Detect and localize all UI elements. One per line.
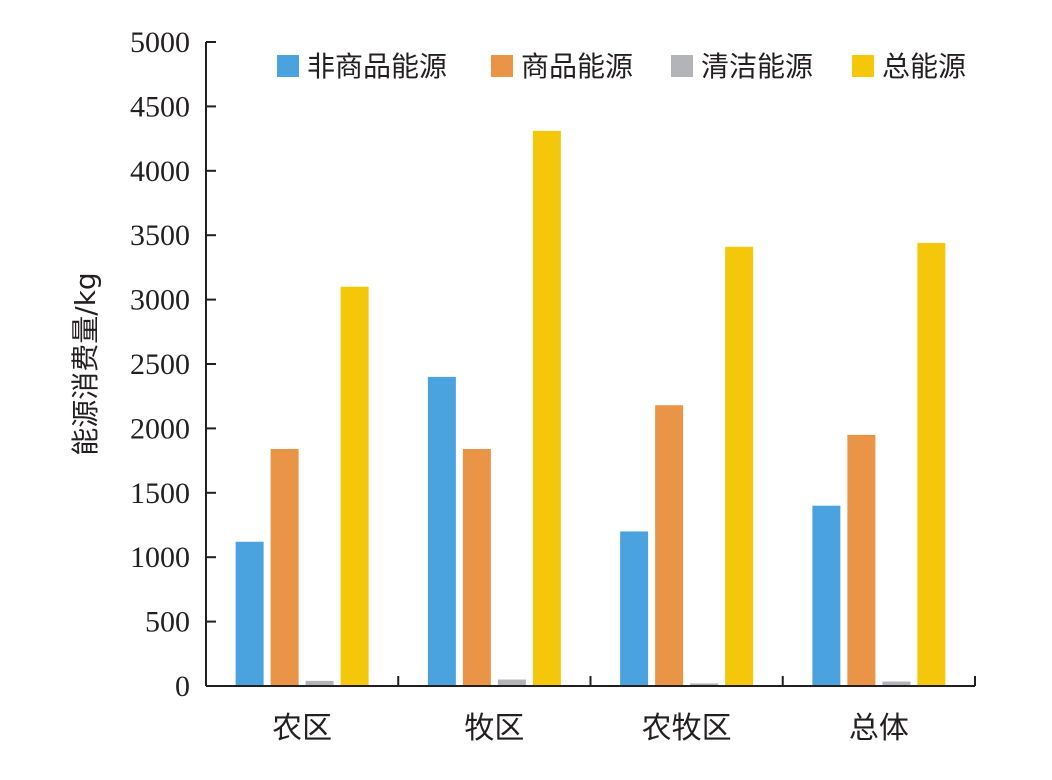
y-tick-label: 4000	[130, 155, 190, 188]
y-tick-label: 2000	[130, 412, 190, 445]
bar	[497, 679, 526, 686]
bar	[655, 405, 684, 686]
legend-swatch	[277, 55, 299, 77]
legend-label: 非商品能源	[307, 50, 447, 83]
y-tick-label: 5000	[130, 26, 190, 59]
y-tick-label: 4500	[130, 90, 190, 123]
x-category-label: 农区	[272, 711, 332, 746]
y-tick-label: 0	[175, 670, 190, 703]
bar	[532, 130, 561, 686]
bar	[270, 449, 299, 686]
bars	[235, 130, 946, 687]
y-axis-title: 能源消费量/kg	[69, 272, 102, 455]
x-category-label: 牧区	[464, 711, 524, 746]
legend-label: 商品能源	[521, 50, 633, 83]
x-category-label: 总体	[849, 711, 909, 746]
legend-label: 总能源	[882, 50, 966, 83]
legend-swatch	[852, 55, 874, 77]
bar	[882, 681, 911, 686]
y-tick-label: 2500	[130, 348, 190, 381]
y-tick-label: 500	[145, 606, 190, 639]
bar	[235, 541, 264, 686]
legend-swatch	[491, 55, 513, 77]
bar	[847, 434, 876, 686]
bar	[462, 449, 491, 686]
bar	[427, 376, 456, 686]
y-tick-label: 1500	[130, 477, 190, 510]
legend-label: 清洁能源	[701, 50, 813, 83]
y-tick-label: 3500	[130, 219, 190, 252]
bar	[917, 242, 946, 687]
bar	[725, 246, 754, 687]
bar	[812, 505, 841, 686]
bar	[620, 531, 649, 686]
bar	[690, 683, 719, 686]
y-tick-label: 3000	[130, 284, 190, 317]
legend: 非商品能源 商品能源 清洁能源 总能源	[277, 50, 966, 83]
y-axis-ticks: 0 500 1000 1500 2000 2500 3000 3500 4000 4500 5000	[130, 26, 216, 703]
y-tick-label: 1000	[130, 541, 190, 574]
x-category-label: 农牧区	[642, 711, 732, 746]
bar	[340, 286, 369, 686]
legend-swatch	[671, 55, 693, 77]
bar	[305, 680, 334, 686]
